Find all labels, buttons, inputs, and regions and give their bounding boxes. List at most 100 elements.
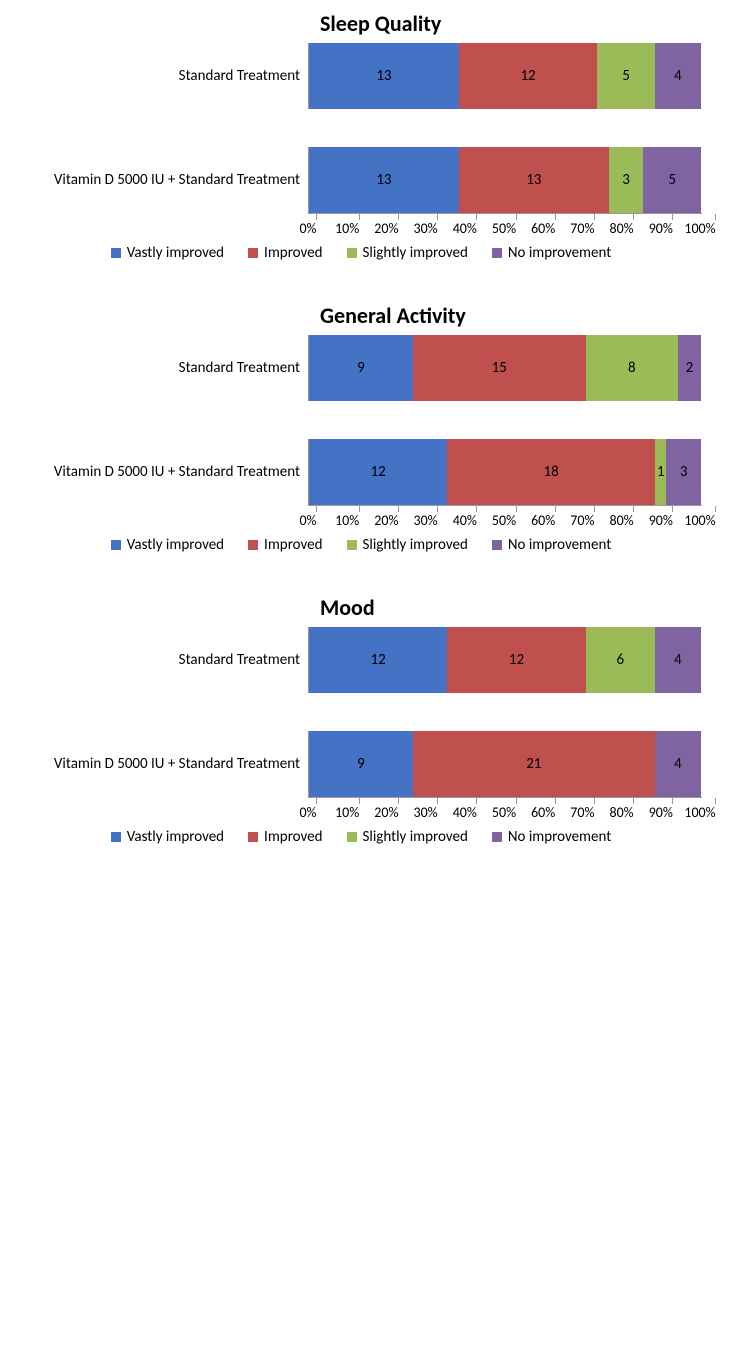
bar-value: 1	[657, 463, 665, 481]
x-tick: 90%	[661, 214, 685, 237]
tick-label: 90%	[649, 512, 673, 529]
legend-swatch	[347, 248, 357, 258]
chart-row: Vitamin D 5000 IU + Standard Treatment12…	[10, 439, 712, 505]
bar-value: 5	[668, 171, 676, 189]
legend: Vastly improved Improved Slightly improved…	[10, 244, 712, 262]
bar-value: 5	[622, 67, 630, 85]
chart-row: Standard Treatment91582	[10, 335, 712, 401]
category-label: Vitamin D 5000 IU + Standard Treatment	[10, 463, 308, 481]
x-tick: 50%	[504, 214, 528, 237]
x-tick: 100%	[700, 506, 731, 529]
legend-item: Slightly improved	[347, 536, 468, 554]
legend-swatch	[111, 248, 121, 258]
tick-label: 90%	[649, 804, 673, 821]
bar-value: 4	[674, 651, 682, 669]
legend-label: Vastly improved	[127, 244, 224, 262]
bar-segment-slightly: 8	[586, 335, 678, 401]
x-tick: 70%	[582, 798, 606, 821]
x-tick: 60%	[543, 214, 567, 237]
x-tick: 50%	[504, 506, 528, 529]
x-tick: 80%	[622, 798, 646, 821]
bar-value: 9	[357, 755, 365, 773]
legend: Vastly improved Improved Slightly improved…	[10, 536, 712, 554]
category-label: Standard Treatment	[10, 67, 308, 85]
x-tick: 20%	[386, 506, 410, 529]
bar-segment-vastly: 12	[309, 627, 447, 693]
legend-swatch	[111, 832, 121, 842]
bar-segment-noimp: 3	[666, 439, 701, 505]
legend-label: Slightly improved	[363, 536, 468, 554]
legend-item: No improvement	[492, 244, 611, 262]
x-tick: 80%	[622, 214, 646, 237]
tick-label: 80%	[609, 512, 633, 529]
tick-label: 10%	[335, 220, 359, 237]
legend: Vastly improvedImprovedSlightly improved…	[10, 828, 712, 846]
legend-item: Slightly improved	[347, 828, 468, 846]
bar-value: 12	[520, 67, 535, 85]
bar-value: 15	[492, 359, 507, 377]
bar-value: 12	[509, 651, 524, 669]
tick-label: 30%	[413, 512, 437, 529]
tick-label: 70%	[570, 220, 594, 237]
bar-segment-slightly: 3	[609, 147, 644, 213]
category-label: Standard Treatment	[10, 651, 308, 669]
bar-value: 13	[376, 67, 391, 85]
x-tick: 20%	[386, 214, 410, 237]
legend-item: Vastly improved	[111, 536, 224, 554]
bar-value: 2	[686, 359, 694, 377]
bar-value: 4	[674, 755, 682, 773]
bar-segment-improved: 15	[413, 335, 586, 401]
category-label: Standard Treatment	[10, 359, 308, 377]
x-axis: 0%10%20%30%40%50%60%70%80%90%100%	[308, 213, 702, 214]
tick-label: 20%	[374, 512, 398, 529]
stacked-bar: 9 21 4	[308, 731, 701, 797]
x-tick: 0%	[308, 214, 325, 237]
chart-row: Vitamin D 5000 IU + Standard Treatment92…	[10, 731, 712, 797]
legend-label: Slightly improved	[363, 828, 468, 846]
bar-value: 8	[628, 359, 636, 377]
x-tick: 0%	[308, 798, 325, 821]
tick-label: 80%	[609, 220, 633, 237]
legend-swatch	[248, 832, 258, 842]
tick-label: 30%	[413, 804, 437, 821]
legend-item: Vastly improved	[111, 828, 224, 846]
bar-segment-improved: 13	[459, 147, 609, 213]
x-tick: 100%	[700, 798, 731, 821]
tick-label: 60%	[531, 220, 555, 237]
x-axis: 0%10%20%30%40%50%60%70%80%90%100%	[308, 797, 702, 798]
legend-label: No improvement	[508, 244, 611, 262]
tick-label: 100%	[684, 804, 715, 821]
stacked-bar: 13 13 3 5	[308, 147, 701, 213]
tick-label: 0%	[299, 804, 316, 821]
x-tick: 90%	[661, 506, 685, 529]
bar-segment-slightly: 1	[655, 439, 667, 505]
legend-label: Vastly improved	[127, 536, 224, 554]
x-tick: 10%	[347, 506, 371, 529]
legend-label: Improved	[264, 536, 322, 554]
bar-segment-vastly: 13	[309, 147, 459, 213]
bar-segment-improved: 21	[413, 731, 655, 797]
legend-label: Slightly improved	[363, 244, 468, 262]
x-tick: 10%	[347, 214, 371, 237]
stacked-bar: 121813	[308, 439, 701, 505]
tick-label: 0%	[299, 220, 316, 237]
x-tick: 30%	[426, 506, 450, 529]
bar-segment-improved: 12	[447, 627, 585, 693]
bar-segment-vastly: 13	[309, 43, 459, 109]
bar-segment-slightly: 5	[597, 43, 655, 109]
bar-segment-noimp: 4	[655, 43, 701, 109]
tick-label: 60%	[531, 512, 555, 529]
legend-item: Improved	[248, 244, 322, 262]
bar-value: 13	[376, 171, 391, 189]
legend-item: Improved	[248, 536, 322, 554]
stacked-bar: 91582	[308, 335, 701, 401]
x-tick: 60%	[543, 798, 567, 821]
x-tick: 100%	[700, 214, 731, 237]
chart-title: Mood	[320, 594, 712, 621]
bar-segment-improved: 18	[447, 439, 655, 505]
x-tick: 40%	[465, 214, 489, 237]
stacked-bar: 13 12 5 4	[308, 43, 701, 109]
legend-label: Vastly improved	[127, 828, 224, 846]
x-tick: 20%	[386, 798, 410, 821]
bar-value: 13	[526, 171, 541, 189]
